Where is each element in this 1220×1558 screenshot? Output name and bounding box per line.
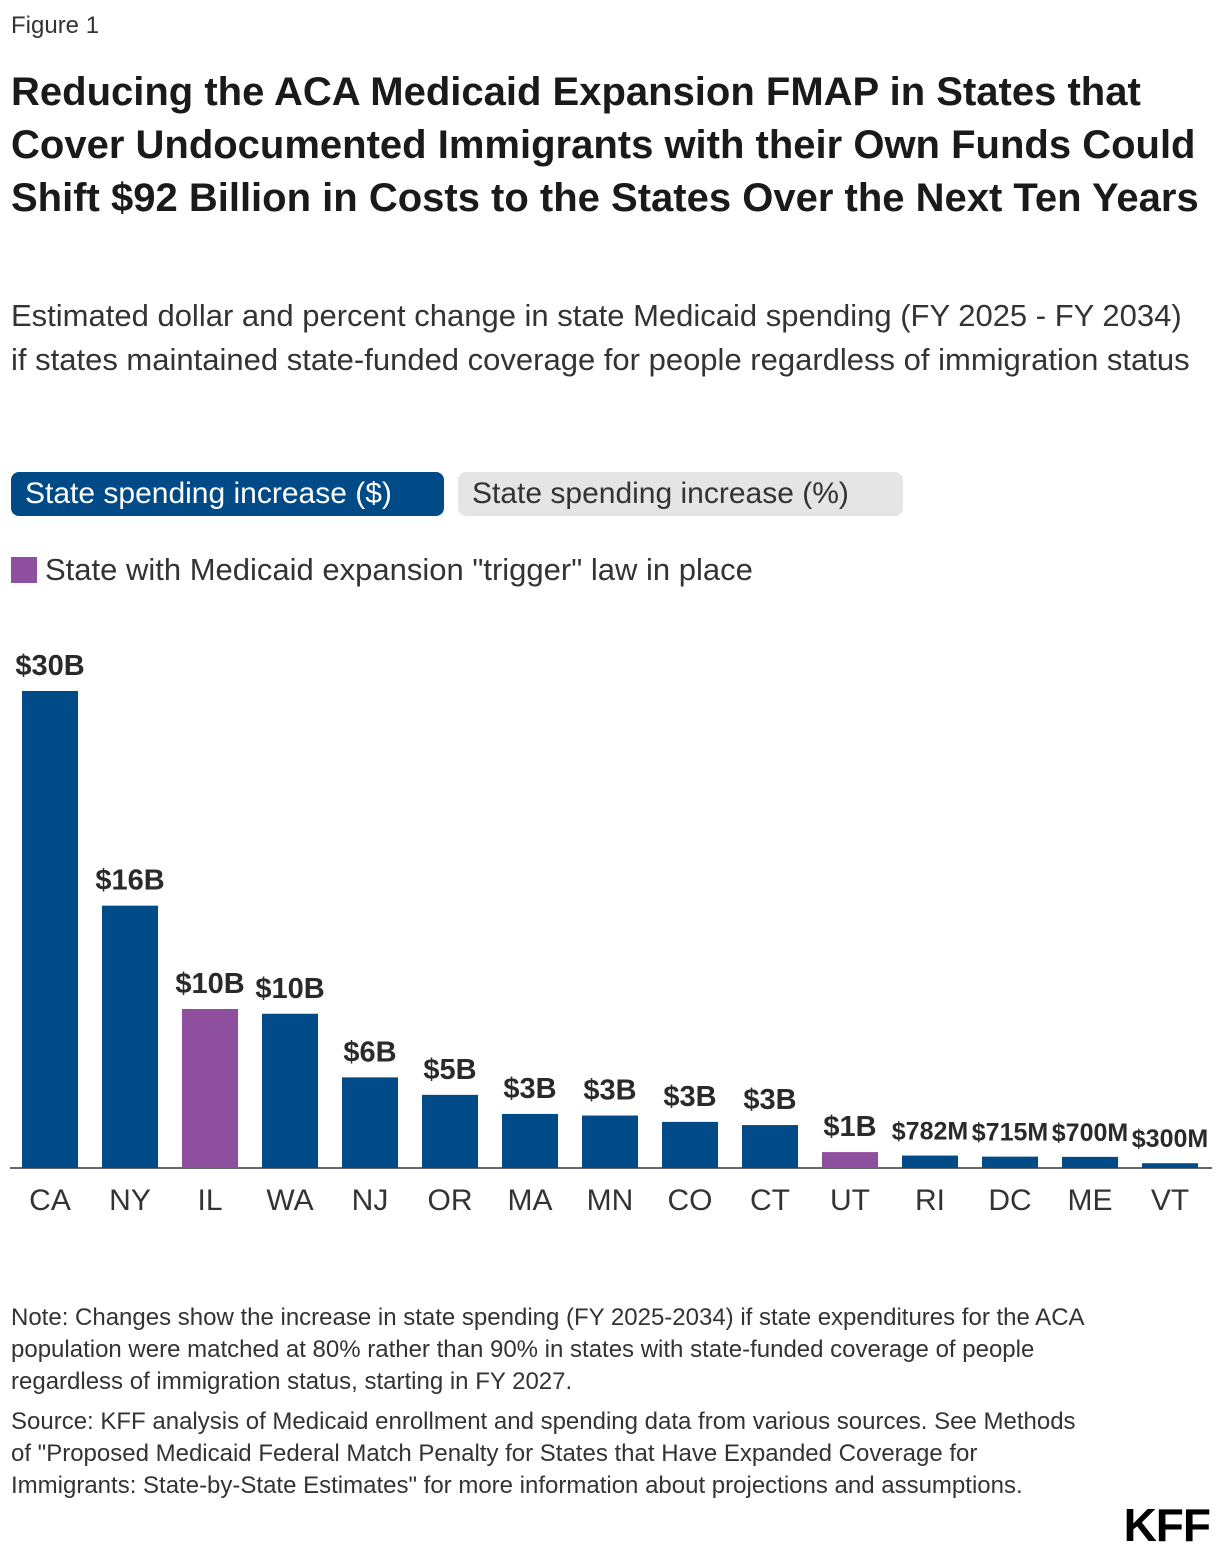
bar-mn[interactable] — [582, 1115, 638, 1168]
data-label-ca: $30B — [15, 650, 84, 682]
toggle-dollar-button[interactable]: State spending increase ($) — [11, 472, 444, 516]
bar-ma[interactable] — [502, 1113, 558, 1168]
chart-title: Reducing the ACA Medicaid Expansion FMAP… — [11, 70, 1199, 220]
data-label-il: $10B — [175, 968, 244, 1000]
toggle-percent-button[interactable]: State spending increase (%) — [458, 472, 903, 516]
legend-label: State with Medicaid expansion "trigger" … — [45, 552, 753, 587]
chart-subtitle: Estimated dollar and percent change in s… — [11, 298, 1190, 377]
x-tick-il: IL — [197, 1184, 222, 1217]
x-tick-or: OR — [428, 1184, 473, 1217]
x-tick-dc: DC — [988, 1184, 1031, 1217]
data-label-co: $3B — [663, 1081, 716, 1113]
bar-ct[interactable] — [742, 1125, 798, 1168]
notes: Note: Changes show the increase in state… — [11, 1302, 1091, 1510]
x-tick-vt: VT — [1151, 1184, 1189, 1217]
data-label-wa: $10B — [255, 973, 324, 1005]
x-tick-ri: RI — [915, 1184, 945, 1217]
x-tick-ut: UT — [830, 1184, 870, 1217]
bar-co[interactable] — [662, 1121, 718, 1168]
bar-ri[interactable] — [902, 1155, 958, 1168]
data-label-ma: $3B — [503, 1073, 556, 1105]
x-tick-mn: MN — [587, 1184, 634, 1217]
x-tick-ny: NY — [109, 1184, 151, 1217]
x-tick-wa: WA — [266, 1184, 313, 1217]
kff-logo: KFF — [1123, 1499, 1211, 1551]
bar-ca[interactable] — [22, 691, 78, 1168]
x-tick-nj: NJ — [352, 1184, 389, 1217]
bar-me[interactable] — [1062, 1156, 1118, 1168]
source-text: Source: KFF analysis of Medicaid enrollm… — [11, 1408, 1076, 1499]
figure-label: Figure 1 — [11, 12, 100, 39]
x-tick-ca: CA — [29, 1184, 71, 1217]
data-label-nj: $6B — [343, 1036, 396, 1068]
x-tick-ct: CT — [750, 1184, 790, 1217]
x-tick-me: ME — [1068, 1184, 1113, 1217]
data-label-dc: $715M — [972, 1119, 1048, 1147]
bar-ut[interactable] — [822, 1152, 878, 1168]
data-label-me: $700M — [1052, 1119, 1128, 1147]
note-text: Note: Changes show the increase in state… — [11, 1304, 1084, 1395]
bar-vt[interactable] — [1142, 1163, 1198, 1168]
data-label-ny: $16B — [95, 865, 164, 897]
x-tick-co: CO — [668, 1184, 713, 1217]
data-label-or: $5B — [423, 1054, 476, 1086]
data-label-ut: $1B — [823, 1111, 876, 1143]
x-tick-ma: MA — [508, 1184, 553, 1217]
bar-nj[interactable] — [342, 1077, 398, 1168]
data-label-ct: $3B — [743, 1084, 796, 1116]
legend: State with Medicaid expansion "trigger" … — [11, 550, 753, 590]
bar-ny[interactable] — [102, 905, 158, 1168]
data-label-vt: $300M — [1132, 1125, 1208, 1153]
bar-chart: $30B CA $16B NY $10B IL $10B WA $6B NJ $5B OR $3B MA $… — [10, 650, 1212, 1217]
bar-dc[interactable] — [982, 1156, 1038, 1168]
data-label-ri: $782M — [892, 1118, 968, 1146]
bar-or[interactable] — [422, 1094, 478, 1168]
legend-swatch — [11, 557, 37, 583]
bar-il[interactable] — [182, 1009, 238, 1168]
data-label-mn: $3B — [583, 1075, 636, 1107]
bar-wa[interactable] — [262, 1013, 318, 1168]
